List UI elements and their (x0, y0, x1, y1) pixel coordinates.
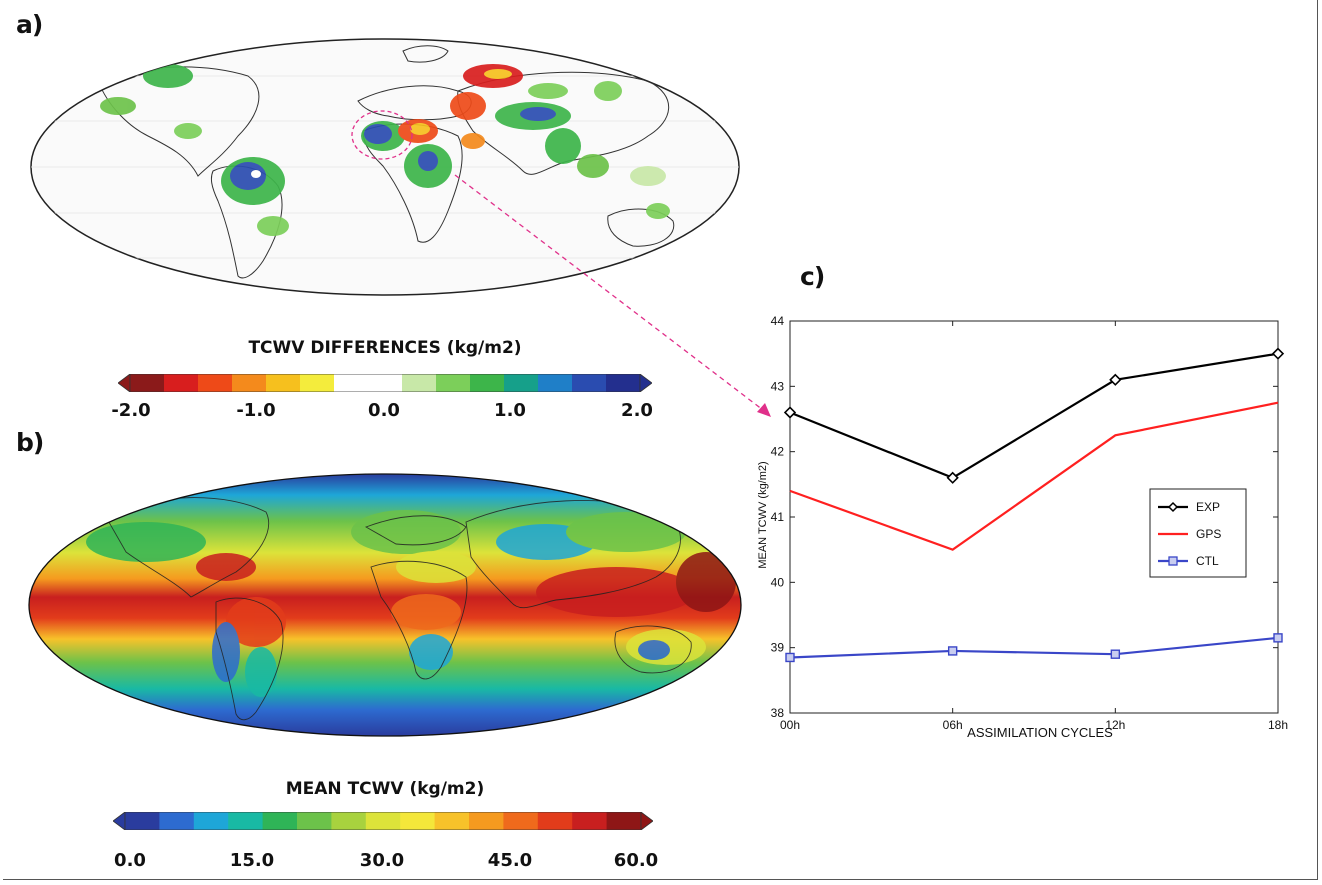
colorbar-b-tick: 60.0 (613, 850, 659, 871)
x-tick-label: 00h (780, 718, 800, 732)
colorbar-segment (503, 812, 539, 830)
colorbar-segment (193, 812, 229, 830)
colorbar-b (113, 812, 653, 830)
y-axis-label: MEAN TCWV (kg/m2) (757, 461, 769, 568)
colorbar-segment (368, 374, 403, 392)
legend-marker (1167, 501, 1179, 513)
colorbar-segment (436, 374, 471, 392)
colorbar-b-tick: 15.0 (229, 850, 275, 871)
series-line-gps (789, 401, 1279, 551)
colorbar-segment (228, 812, 264, 830)
x-tick-label: 12h (1105, 718, 1125, 732)
colorbar-a-tick: 1.0 (494, 400, 526, 421)
data-point-exp (783, 406, 797, 419)
colorbar-segment (504, 374, 539, 392)
colorbar-segment (125, 812, 160, 830)
y-axis-ticks: 38 39 40 41 42 43 44 (771, 314, 1278, 720)
colorbar-segment (365, 812, 401, 830)
colorbar-segment (572, 812, 608, 830)
colorbar-segment (400, 812, 436, 830)
legend-marker (1168, 556, 1178, 566)
colorbar-segment (538, 374, 573, 392)
y-tick-label: 40 (771, 575, 785, 589)
series-line-exp (789, 352, 1279, 480)
data-point-exp (1109, 373, 1122, 386)
colorbar-left-arrow (113, 812, 126, 830)
colorbar-right-arrow (640, 812, 653, 830)
colorbar-segment (198, 374, 233, 392)
colorbar-segment (606, 812, 642, 830)
y-tick-label: 44 (771, 314, 785, 328)
data-point-ctl (1110, 649, 1121, 659)
panel-a-label: a) (16, 10, 43, 39)
x-tick-label: 18h (1268, 718, 1288, 732)
colorbar-segment (334, 374, 369, 392)
colorbar-segment (164, 374, 199, 392)
series-line-ctl (789, 636, 1279, 659)
series-layer (783, 347, 1285, 663)
legend-label-exp: EXP (1196, 500, 1220, 514)
colorbar-a-title: TCWV DIFFERENCES (kg/m2) (248, 338, 522, 358)
y-tick-label: 43 (771, 379, 785, 393)
colorbar-b-tick: 45.0 (487, 850, 533, 871)
colorbar-b-tick: 30.0 (359, 850, 405, 871)
data-point-ctl (947, 646, 958, 656)
colorbar-b-tick: 0.0 (114, 850, 146, 871)
colorbar-segment (262, 812, 298, 830)
figure-frame (3, 0, 1318, 880)
legend-label-gps: GPS (1196, 527, 1221, 541)
colorbar-segment (469, 812, 504, 830)
map-tcwv-differences (30, 38, 740, 296)
y-tick-label: 41 (771, 510, 785, 524)
colorbar-segment (331, 812, 367, 830)
panel-c-label: c) (800, 262, 825, 291)
colorbar-segment (159, 812, 195, 830)
colorbar-segment (402, 374, 437, 392)
colorbar-segment (434, 812, 470, 830)
y-tick-label: 39 (771, 641, 785, 655)
panel-b-label: b) (16, 428, 44, 457)
data-point-ctl (1273, 633, 1283, 643)
colorbar-a-tick: -1.0 (236, 400, 276, 421)
x-axis-label: ASSIMILATION CYCLES (967, 725, 1113, 740)
x-axis-ticks: 00h 06h 12h 18h (780, 321, 1288, 732)
data-point-exp (1271, 347, 1285, 360)
y-tick-label: 38 (771, 706, 785, 720)
colorbar-segment (300, 374, 335, 392)
colorbar-b-title: MEAN TCWV (kg/m2) (285, 779, 485, 799)
colorbar-segment (470, 374, 505, 392)
colorbar-segment (572, 374, 607, 392)
legend: EXP GPS CTL (1149, 488, 1247, 578)
map-mean-tcwv (28, 473, 742, 737)
colorbar-segment (606, 374, 641, 392)
colorbar-left-arrow (118, 374, 131, 392)
colorbar-a (118, 374, 652, 392)
colorbar-right-arrow (639, 374, 652, 392)
colorbar-segment (130, 374, 165, 392)
data-point-exp (946, 471, 959, 484)
colorbar-segment (232, 374, 267, 392)
data-point-ctl (785, 652, 795, 663)
y-tick-label: 42 (771, 445, 785, 459)
colorbar-a-tick: 2.0 (621, 400, 653, 421)
colorbar-a-tick: 0.0 (368, 400, 400, 421)
colorbar-a-tick: -2.0 (111, 400, 151, 421)
line-chart-mean-tcwv: 38 39 40 41 42 43 44 00h 06h 12h 18h EXP GPS CTL ME… (757, 314, 1288, 740)
colorbar-segment (537, 812, 573, 830)
legend-label-ctl: CTL (1196, 554, 1219, 568)
colorbar-segment (297, 812, 332, 830)
colorbar-segment (266, 374, 301, 392)
x-tick-label: 06h (943, 718, 963, 732)
